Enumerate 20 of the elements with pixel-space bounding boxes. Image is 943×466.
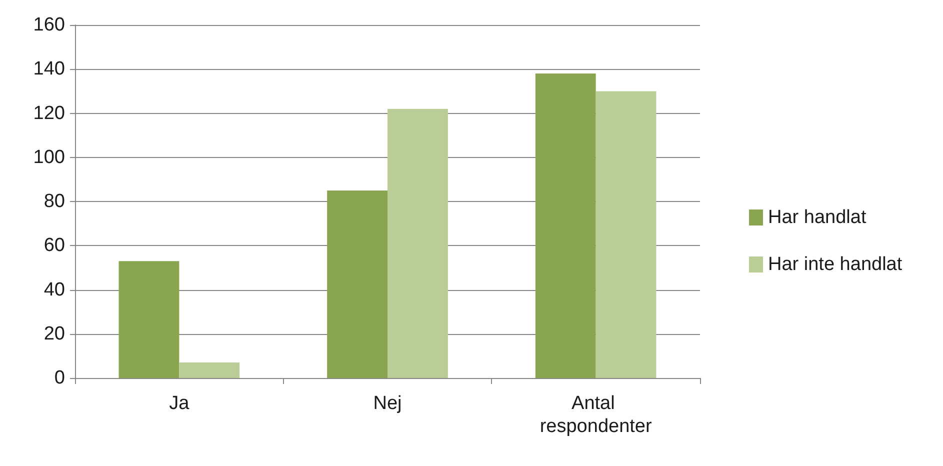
x-tick-label: Antal respondenter [540, 393, 652, 437]
bar [388, 108, 448, 378]
legend-label: Har inte handlat [768, 254, 903, 275]
y-tick-label: 140 [33, 58, 65, 80]
bar [327, 190, 388, 378]
bar [179, 362, 240, 378]
bar [596, 91, 656, 378]
x-tick-label: Ja [169, 393, 190, 414]
y-tick-label: 120 [33, 102, 65, 124]
y-tick-label: 80 [44, 191, 65, 212]
y-tick-label: 40 [44, 279, 65, 300]
y-tick-label: 160 [33, 14, 65, 36]
bar [535, 74, 596, 378]
y-tick-label: 60 [44, 235, 65, 256]
y-tick-label: 100 [33, 146, 65, 168]
legend-label: Har handlat [768, 207, 867, 228]
y-tick-label: 0 [54, 368, 65, 388]
y-tick-label: 20 [44, 323, 65, 344]
bar [118, 261, 180, 378]
x-tick-label: Nej [373, 393, 402, 414]
